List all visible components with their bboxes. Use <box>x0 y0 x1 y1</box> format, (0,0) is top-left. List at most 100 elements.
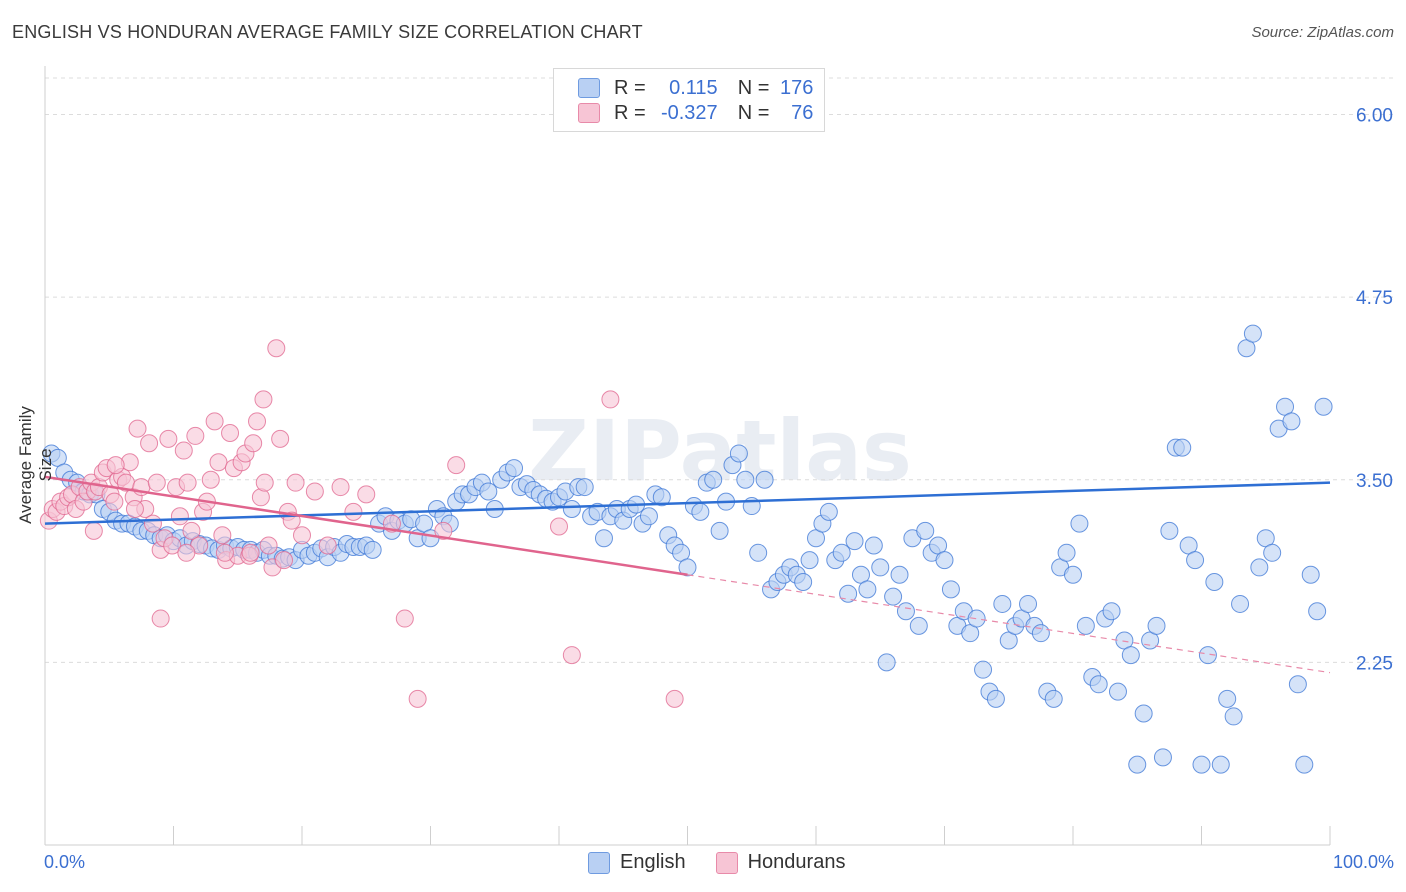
honduran-point <box>293 526 311 545</box>
honduran-point <box>601 390 620 409</box>
legend-n-value-hondurans: 76 <box>791 101 814 124</box>
series-legend: English Hondurans <box>588 851 875 874</box>
honduran-point <box>174 441 193 460</box>
english-point <box>1205 573 1224 592</box>
english-point <box>704 470 723 489</box>
english-point <box>1089 675 1108 694</box>
english-point <box>871 558 890 577</box>
honduran-point <box>254 390 273 409</box>
honduran-point <box>550 517 568 536</box>
honduran-trend-line <box>44 475 688 576</box>
legend-row-english: R = 0.115 N = 176 <box>578 76 813 100</box>
x-tick-label-max: 100.0% <box>1332 852 1394 872</box>
honduran-point <box>159 429 178 448</box>
chart-title: ENGLISH VS HONDURAN AVERAGE FAMILY SIZE … <box>12 22 643 42</box>
english-point <box>1243 324 1262 343</box>
honduran-point <box>305 482 324 501</box>
english-point <box>1160 521 1179 540</box>
honduran-point <box>275 551 294 570</box>
legend-r-value-hondurans: -0.327 <box>660 101 718 124</box>
english-point <box>1173 438 1192 457</box>
honduran-point <box>140 434 159 453</box>
honduran-point <box>241 543 260 562</box>
english-point <box>858 580 877 599</box>
english-point <box>729 444 748 463</box>
legend-r-label: R = <box>614 101 646 124</box>
honduran-point <box>125 499 144 518</box>
legend-r-label: R = <box>614 76 646 99</box>
legend-swatch-hondurans <box>715 851 738 874</box>
source-label: Source: ZipAtlas.com <box>1251 24 1394 41</box>
honduran-point <box>267 339 286 358</box>
english-point <box>1128 755 1147 774</box>
honduran-point <box>344 502 363 521</box>
honduran-point <box>182 521 201 540</box>
english-point <box>909 616 928 635</box>
honduran-point <box>106 456 125 475</box>
honduran-point <box>447 456 466 475</box>
honduran-point <box>318 536 337 555</box>
honduran-point <box>186 426 205 445</box>
honduran-point <box>434 521 453 540</box>
honduran-point <box>395 609 414 628</box>
english-point <box>1019 594 1038 613</box>
honduran-trend-extension <box>687 574 1331 674</box>
english-point <box>941 580 960 599</box>
english-point <box>916 521 935 540</box>
english-point <box>1108 682 1127 701</box>
english-point <box>800 551 819 570</box>
english-point <box>1064 565 1082 584</box>
english-point <box>691 502 710 521</box>
english-point <box>575 478 594 497</box>
honduran-point <box>248 412 267 431</box>
english-point <box>1308 602 1327 621</box>
english-point <box>1070 514 1089 533</box>
english-point <box>1224 707 1243 726</box>
english-point <box>1121 646 1140 665</box>
honduran-point <box>151 609 170 628</box>
honduran-point <box>286 473 305 492</box>
english-point <box>749 543 768 562</box>
english-point <box>1153 748 1172 767</box>
english-point <box>1314 397 1333 416</box>
honduran-point <box>128 419 147 438</box>
english-point <box>884 587 903 606</box>
legend-label-english: English <box>620 851 686 873</box>
english-trend-line <box>44 481 1331 525</box>
honduran-point <box>221 424 240 443</box>
english-point <box>1102 602 1121 621</box>
english-point <box>1263 543 1282 562</box>
english-point <box>967 609 986 628</box>
english-point <box>794 573 813 592</box>
y-tick-label: 3.50 <box>1356 471 1393 492</box>
legend-swatch-hondurans <box>578 103 600 123</box>
correlation-legend: R = 0.115 N = 176 R = -0.327 N = 76 <box>553 68 825 132</box>
english-point <box>832 543 851 562</box>
honduran-point <box>177 543 196 562</box>
english-point <box>1057 543 1076 562</box>
y-axis-label: Average Family Size <box>16 406 55 524</box>
english-point <box>935 551 954 570</box>
english-point <box>505 459 524 478</box>
legend-item-hondurans[interactable]: Hondurans <box>715 851 845 874</box>
honduran-point <box>215 543 234 562</box>
english-point <box>363 540 382 559</box>
honduran-point <box>147 473 166 492</box>
english-point <box>562 499 581 518</box>
english-point <box>986 689 1005 708</box>
english-point <box>1076 616 1095 635</box>
x-tick-label-min: 0.0% <box>44 852 86 872</box>
english-point <box>678 558 697 577</box>
english-point <box>1198 646 1217 665</box>
honduran-point <box>143 514 162 533</box>
legend-swatch-english <box>588 851 610 874</box>
honduran-point <box>255 473 274 492</box>
honduran-point <box>178 473 197 492</box>
legend-n-value-english: 176 <box>780 76 814 99</box>
english-point <box>864 536 883 555</box>
english-point <box>1231 594 1250 613</box>
honduran-point <box>201 470 220 489</box>
legend-item-english[interactable]: English <box>588 851 686 874</box>
honduran-point <box>259 536 278 555</box>
